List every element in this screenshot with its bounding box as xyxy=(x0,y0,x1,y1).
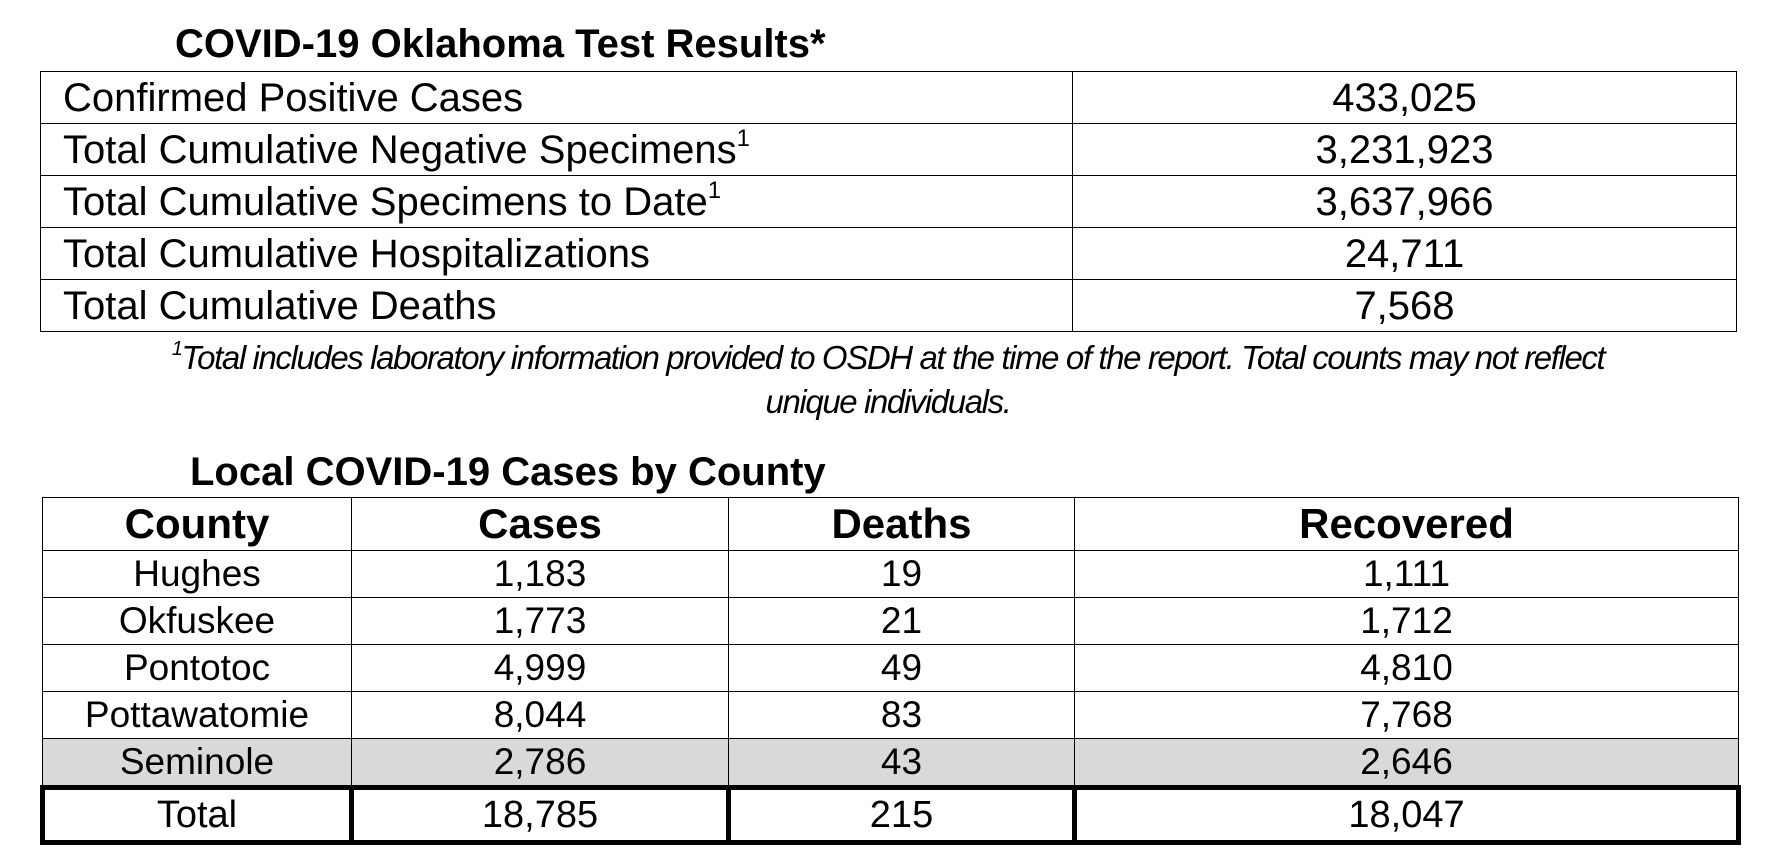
county-cell: Okfuskee xyxy=(42,597,352,645)
deaths-cell: 19 xyxy=(728,550,1075,598)
table-row: Total Cumulative Negative Specimens1 3,2… xyxy=(40,123,1737,176)
table-row: Pottawatomie 8,044 83 7,768 xyxy=(42,691,1739,739)
header-cases: Cases xyxy=(351,497,729,551)
total-row: Total 18,785 215 18,047 xyxy=(40,785,1741,845)
hospitalizations-label: Total Cumulative Hospitalizations xyxy=(63,231,650,276)
deaths-cell: 43 xyxy=(728,738,1075,788)
row-label: Total Cumulative Deaths xyxy=(40,279,1073,332)
cases-cell: 1,773 xyxy=(351,597,729,645)
table-row: Total Cumulative Hospitalizations 24,711 xyxy=(40,227,1737,280)
test-results-table: Confirmed Positive Cases 433,025 Total C… xyxy=(40,71,1737,332)
deaths-cell: 49 xyxy=(728,644,1075,692)
total-label: Total xyxy=(40,785,354,845)
footnote-line-1: Total includes laboratory information pr… xyxy=(181,339,1605,376)
cases-cell: 1,183 xyxy=(351,550,729,598)
deaths-cell: 83 xyxy=(728,691,1075,739)
row-label: Total Cumulative Hospitalizations xyxy=(40,227,1073,280)
recovered-cell: 4,810 xyxy=(1074,644,1739,692)
table-row-highlighted: Seminole 2,786 43 2,646 xyxy=(42,738,1739,788)
header-recovered: Recovered xyxy=(1074,497,1739,551)
footnote: 1Total includes laboratory information p… xyxy=(40,336,1736,424)
row-label: Total Cumulative Negative Specimens1 xyxy=(40,123,1073,176)
deaths-label: Total Cumulative Deaths xyxy=(63,283,497,328)
total-deaths: 215 xyxy=(726,785,1077,845)
hospitalizations-value: 24,711 xyxy=(1072,227,1737,280)
deaths-value: 7,568 xyxy=(1072,279,1737,332)
specimens-to-date-label: Total Cumulative Specimens to Date xyxy=(63,179,708,224)
specimens-to-date-value: 3,637,966 xyxy=(1072,175,1737,228)
header-deaths: Deaths xyxy=(728,497,1075,551)
header-county: County xyxy=(42,497,352,551)
table-row: Okfuskee 1,773 21 1,712 xyxy=(42,597,1739,645)
confirmed-positive-value: 433,025 xyxy=(1072,71,1737,124)
table-row: Pontotoc 4,999 49 4,810 xyxy=(42,644,1739,692)
table-row: Total Cumulative Specimens to Date1 3,63… xyxy=(40,175,1737,228)
header-row: County Cases Deaths Recovered xyxy=(42,497,1739,551)
footnote-marker: 1 xyxy=(736,125,751,153)
county-cases-title: Local COVID-19 Cases by County xyxy=(190,450,826,494)
total-cases: 18,785 xyxy=(349,785,731,845)
county-cell: Seminole xyxy=(42,738,352,788)
recovered-cell: 2,646 xyxy=(1074,738,1739,788)
recovered-cell: 7,768 xyxy=(1074,691,1739,739)
table-row: Hughes 1,183 19 1,111 xyxy=(42,550,1739,598)
recovered-cell: 1,111 xyxy=(1074,550,1739,598)
county-cases-table: County Cases Deaths Recovered Hughes 1,1… xyxy=(40,497,1741,845)
recovered-cell: 1,712 xyxy=(1074,597,1739,645)
county-cell: Pontotoc xyxy=(42,644,352,692)
total-recovered: 18,047 xyxy=(1072,785,1741,845)
cases-cell: 4,999 xyxy=(351,644,729,692)
row-label: Total Cumulative Specimens to Date1 xyxy=(40,175,1073,228)
county-cell: Hughes xyxy=(42,550,352,598)
test-results-title: COVID-19 Oklahoma Test Results* xyxy=(175,22,826,66)
table-row: Total Cumulative Deaths 7,568 xyxy=(40,279,1737,332)
deaths-cell: 21 xyxy=(728,597,1075,645)
cases-cell: 8,044 xyxy=(351,691,729,739)
confirmed-positive-label: Confirmed Positive Cases xyxy=(63,75,524,120)
footnote-line-2: unique individuals. xyxy=(765,383,1012,420)
footnote-marker: 1 xyxy=(707,177,722,205)
negative-specimens-label: Total Cumulative Negative Specimens xyxy=(63,127,737,172)
negative-specimens-value: 3,231,923 xyxy=(1072,123,1737,176)
cases-cell: 2,786 xyxy=(351,738,729,788)
row-label: Confirmed Positive Cases xyxy=(40,71,1073,124)
table-row: Confirmed Positive Cases 433,025 xyxy=(40,71,1737,124)
county-cell: Pottawatomie xyxy=(42,691,352,739)
footnote-marker: 1 xyxy=(171,338,183,360)
